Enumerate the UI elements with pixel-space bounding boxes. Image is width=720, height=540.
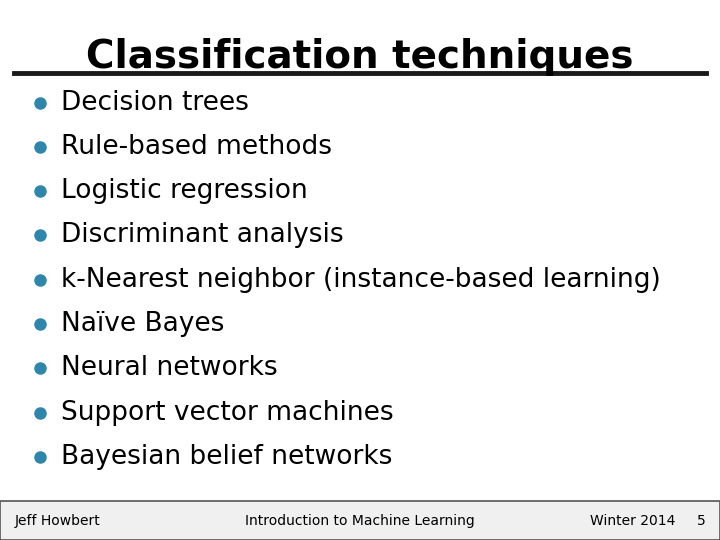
Text: Winter 2014: Winter 2014 — [590, 514, 676, 528]
Text: Discriminant analysis: Discriminant analysis — [61, 222, 344, 248]
Text: Support vector machines: Support vector machines — [61, 400, 394, 426]
Text: Classification techniques: Classification techniques — [86, 38, 634, 76]
Text: Jeff Howbert: Jeff Howbert — [14, 514, 100, 528]
Text: k-Nearest neighbor (instance-based learning): k-Nearest neighbor (instance-based learn… — [61, 267, 661, 293]
Text: Decision trees: Decision trees — [61, 90, 249, 116]
Text: Rule-based methods: Rule-based methods — [61, 134, 332, 160]
Text: Naïve Bayes: Naïve Bayes — [61, 311, 225, 337]
Text: Logistic regression: Logistic regression — [61, 178, 308, 204]
FancyBboxPatch shape — [0, 501, 720, 540]
Text: Introduction to Machine Learning: Introduction to Machine Learning — [245, 514, 475, 528]
Text: 5: 5 — [697, 514, 706, 528]
Text: Bayesian belief networks: Bayesian belief networks — [61, 444, 392, 470]
Text: Neural networks: Neural networks — [61, 355, 278, 381]
